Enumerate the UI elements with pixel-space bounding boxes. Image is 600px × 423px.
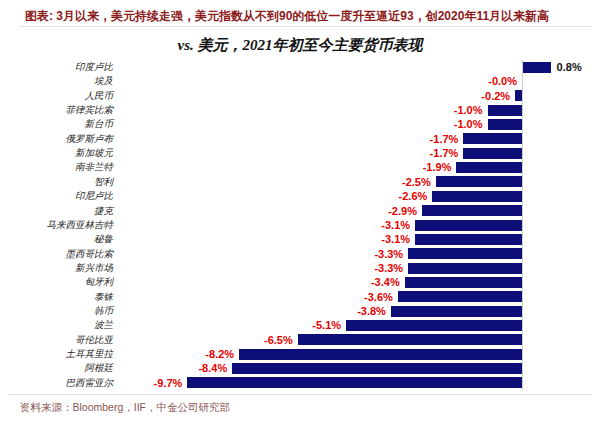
value-label: -9.7%	[154, 376, 183, 390]
value-label: -3.3%	[374, 247, 403, 261]
bar	[488, 119, 523, 130]
category-label: 墨西哥比索	[0, 248, 113, 260]
footer-divider	[8, 394, 592, 395]
chart-row: 人民币 -0.2%	[0, 89, 600, 103]
chart-row: 波兰 -5.1%	[0, 318, 600, 332]
chart-row: 泰铢 -3.6%	[0, 290, 600, 304]
value-label: -3.3%	[374, 261, 403, 275]
bar	[456, 162, 522, 173]
chart-row: 新台币 -1.0%	[0, 117, 600, 131]
bar	[391, 306, 522, 317]
value-label: -2.5%	[402, 175, 431, 189]
chart-figure: 图表: 3月以来，美元持续走强，美元指数从不到90的低位一度升至逼近93，创20…	[0, 0, 600, 423]
value-label: -1.0%	[454, 117, 483, 131]
chart-row: 匈牙利 -3.4%	[0, 275, 600, 289]
bar	[432, 191, 522, 202]
value-label: -1.9%	[423, 160, 452, 174]
value-label: -3.1%	[381, 232, 410, 246]
category-label: 俄罗斯卢布	[0, 133, 113, 145]
category-label: 菲律宾比索	[0, 104, 113, 116]
chart-row: 巴西雷亚尔 -9.7%	[0, 376, 600, 390]
bar	[523, 62, 551, 73]
chart-row: 捷克 -2.9%	[0, 204, 600, 218]
bar	[488, 105, 523, 116]
category-label: 土耳其里拉	[0, 348, 113, 360]
caption-divider	[20, 26, 592, 27]
value-label: -3.4%	[371, 275, 400, 289]
bar	[463, 133, 522, 144]
bar	[408, 248, 522, 259]
value-label: -0.0%	[488, 74, 517, 88]
category-label: 新兴市场	[0, 262, 113, 274]
value-label: -6.5%	[264, 333, 293, 347]
value-label: 0.8%	[557, 60, 582, 74]
category-label: 印尼卢比	[0, 190, 113, 202]
category-label: 秘鲁	[0, 233, 113, 245]
value-label: -5.1%	[312, 318, 341, 332]
value-label: -2.9%	[388, 204, 417, 218]
category-label: 埃及	[0, 75, 113, 87]
value-label: -3.6%	[364, 290, 393, 304]
bar	[408, 263, 522, 274]
chart-row: 哥伦比亚 -6.5%	[0, 333, 600, 347]
chart-row: 阿根廷 -8.4%	[0, 361, 600, 375]
category-label: 人民币	[0, 90, 113, 102]
chart-row: 秘鲁 -3.1%	[0, 232, 600, 246]
category-label: 匈牙利	[0, 276, 113, 288]
bar	[463, 148, 522, 159]
category-label: 新加坡元	[0, 147, 113, 159]
category-label: 新台币	[0, 118, 113, 130]
category-label: 哥伦比亚	[0, 334, 113, 346]
value-label: -3.1%	[381, 218, 410, 232]
value-label: -2.6%	[399, 189, 428, 203]
bar	[232, 363, 522, 374]
bar	[298, 334, 522, 345]
bar	[436, 176, 522, 187]
value-label: -1.7%	[430, 132, 459, 146]
bar	[415, 220, 522, 231]
value-label: -8.2%	[205, 347, 234, 361]
value-label: -0.2%	[481, 89, 510, 103]
category-label: 智利	[0, 176, 113, 188]
chart-row: 埃及 -0.0%	[0, 74, 600, 88]
value-label: -3.8%	[357, 304, 386, 318]
chart-row: 印度卢比 0.8%	[0, 60, 600, 74]
bar-chart: 印度卢比 0.8% 埃及 -0.0% 人民币 -0.2% 菲律宾比索 -1.0% 新台币 -1.0…	[0, 60, 600, 391]
category-label: 韩币	[0, 305, 113, 317]
bar	[187, 377, 522, 388]
chart-row: 马来西亚林吉特 -3.1%	[0, 218, 600, 232]
bar	[422, 205, 522, 216]
category-label: 捷克	[0, 205, 113, 217]
chart-row: 新兴市场 -3.3%	[0, 261, 600, 275]
category-label: 阿根廷	[0, 362, 113, 374]
value-label: -1.0%	[454, 103, 483, 117]
chart-row: 印尼卢比 -2.6%	[0, 189, 600, 203]
bar	[398, 291, 522, 302]
category-label: 巴西雷亚尔	[0, 377, 113, 389]
bar	[415, 234, 522, 245]
chart-row: 韩币 -3.8%	[0, 304, 600, 318]
chart-row: 菲律宾比索 -1.0%	[0, 103, 600, 117]
chart-row: 新加坡元 -1.7%	[0, 146, 600, 160]
chart-row: 墨西哥比索 -3.3%	[0, 247, 600, 261]
chart-row: 南非兰特 -1.9%	[0, 160, 600, 174]
chart-title: vs. 美元，2021年初至今主要货币表现	[0, 36, 600, 55]
bar	[239, 349, 522, 360]
chart-row: 智利 -2.5%	[0, 175, 600, 189]
source-note: 资料来源：Bloomberg，IIF，中金公司研究部	[20, 400, 230, 414]
value-label: -8.4%	[198, 361, 227, 375]
category-label: 印度卢比	[0, 61, 113, 73]
category-label: 波兰	[0, 319, 113, 331]
category-label: 南非兰特	[0, 161, 113, 173]
bar	[515, 90, 522, 101]
category-label: 泰铢	[0, 291, 113, 303]
figure-caption: 图表: 3月以来，美元持续走强，美元指数从不到90的低位一度升至逼近93，创20…	[25, 8, 592, 24]
chart-row: 土耳其里拉 -8.2%	[0, 347, 600, 361]
bar	[405, 277, 522, 288]
category-label: 马来西亚林吉特	[0, 219, 113, 231]
chart-row: 俄罗斯卢布 -1.7%	[0, 132, 600, 146]
bar	[346, 320, 522, 331]
value-label: -1.7%	[430, 146, 459, 160]
